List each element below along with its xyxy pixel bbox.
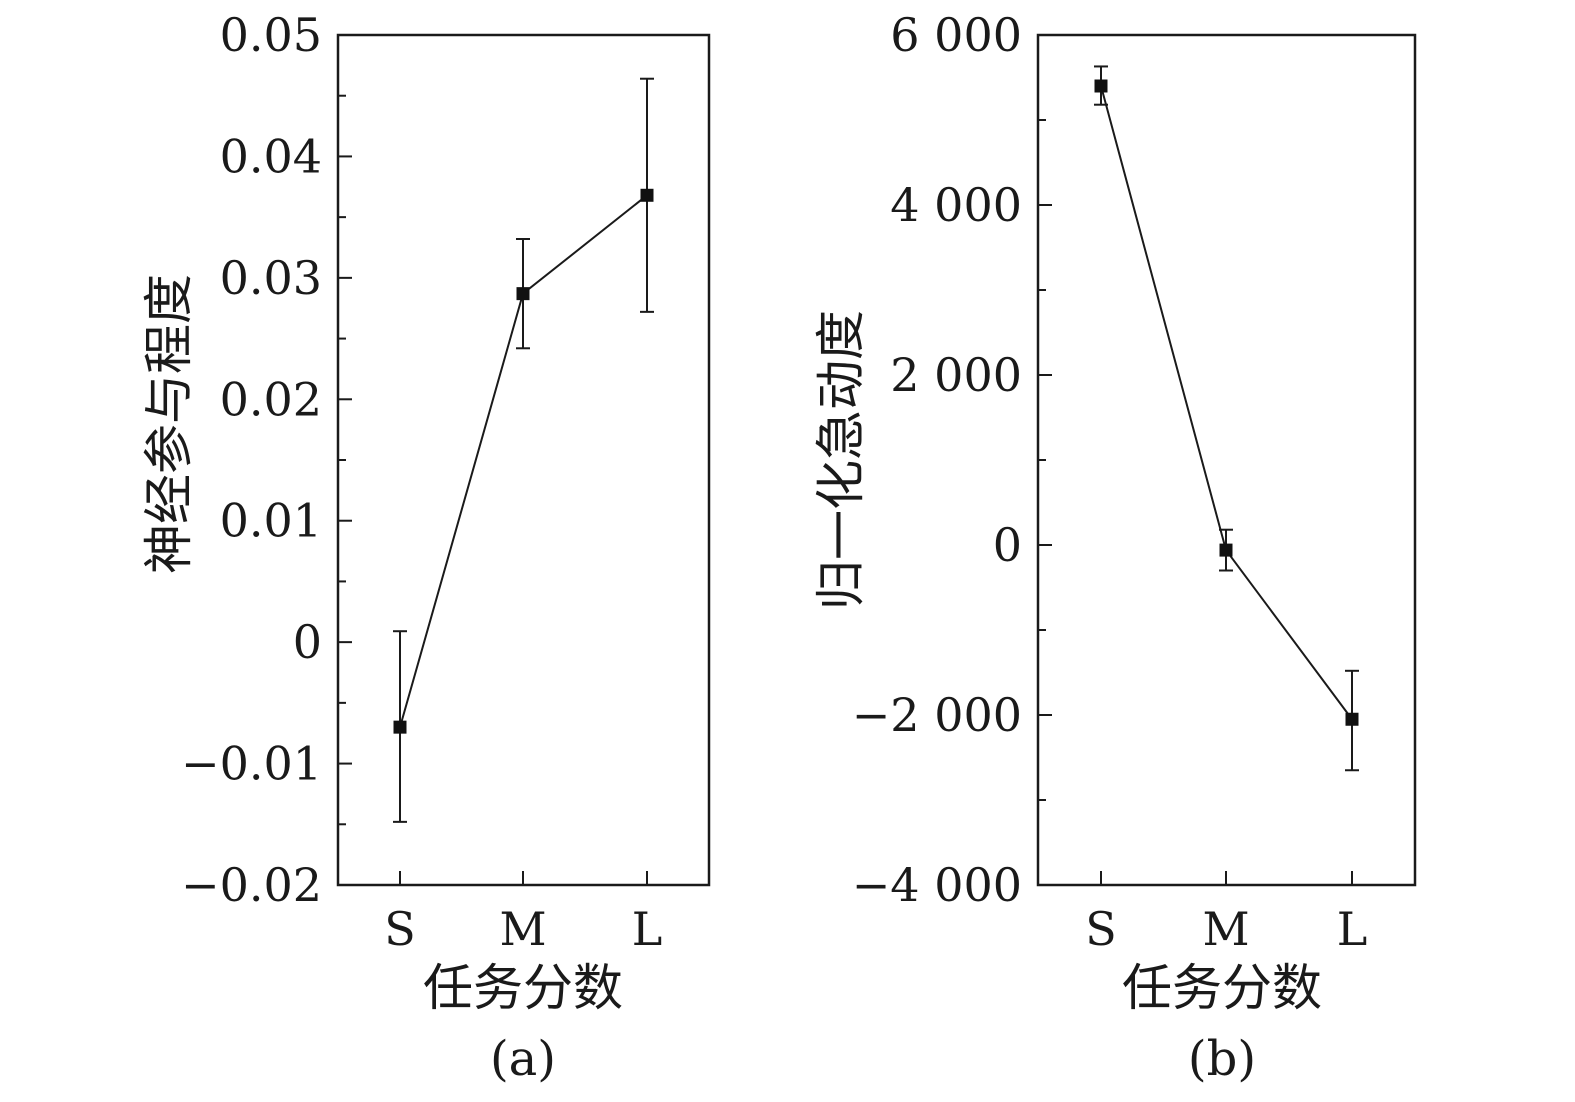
panel-b-data-point	[1219, 543, 1233, 557]
panel-a-y-tick-label: 0	[293, 615, 322, 669]
panel-a-data-point	[393, 720, 407, 734]
panel-b-xlabel: 任务分数	[1122, 959, 1322, 1017]
panel-a-caption: (a)	[490, 1031, 556, 1087]
panel-b-x-tick-label: S	[1085, 902, 1117, 956]
panel-a-chart: 神经参与程度 任务分数 (a) −0.02 −0.01 0 0.01 0.02 0.03 0…	[140, 8, 711, 1087]
panel-b-y-tick-label: −4 000	[852, 858, 1022, 912]
panel-b-data-point	[1094, 79, 1108, 93]
panel-b-x-tick-label: L	[1337, 902, 1368, 956]
panel-b-series-line	[1100, 85, 1353, 720]
panel-b-y-tick-label: 0	[993, 518, 1022, 572]
panel-b-caption: (b)	[1188, 1031, 1256, 1087]
panel-b-ylabel: 归一化急动度	[812, 310, 870, 610]
panel-a-y-tick-label: 0.04	[220, 129, 322, 183]
panel-b-y-tick-label: 6 000	[890, 8, 1022, 62]
panel-a-y-tick-label: 0.02	[220, 372, 322, 426]
panel-b-y-tick-label: 2 000	[890, 348, 1022, 402]
panel-b-chart: 归一化急动度 任务分数 (b) −4 000 −2 000 0 2 000 4 000 6…	[812, 8, 1417, 1087]
panel-b-y-tick-label: −2 000	[852, 688, 1022, 742]
panel-a-plot-frame	[336, 33, 711, 887]
panel-b-data-point	[1345, 712, 1359, 726]
panel-b-y-tick-label: 4 000	[890, 178, 1022, 232]
panel-a-x-tick-label: L	[632, 902, 663, 956]
panel-a-xlabel: 任务分数	[423, 959, 623, 1017]
panel-a-y-tick-label: 0.01	[220, 494, 322, 548]
panel-a-y-tick-label: −0.02	[181, 858, 322, 912]
panel-a-x-tick-label: S	[384, 902, 416, 956]
panel-b-x-tick-label: M	[1202, 902, 1249, 956]
panel-a-data-point	[640, 188, 654, 202]
panel-b-plot-frame	[1036, 33, 1417, 887]
panel-a-y-tick-label: −0.01	[181, 737, 322, 791]
panel-a-data-point	[516, 287, 530, 301]
panel-a-y-tick-label: 0.05	[220, 8, 322, 62]
panel-a-ylabel: 神经参与程度	[140, 274, 198, 574]
panel-a-x-tick-label: M	[499, 902, 546, 956]
panel-a-y-tick-label: 0.03	[220, 251, 322, 305]
